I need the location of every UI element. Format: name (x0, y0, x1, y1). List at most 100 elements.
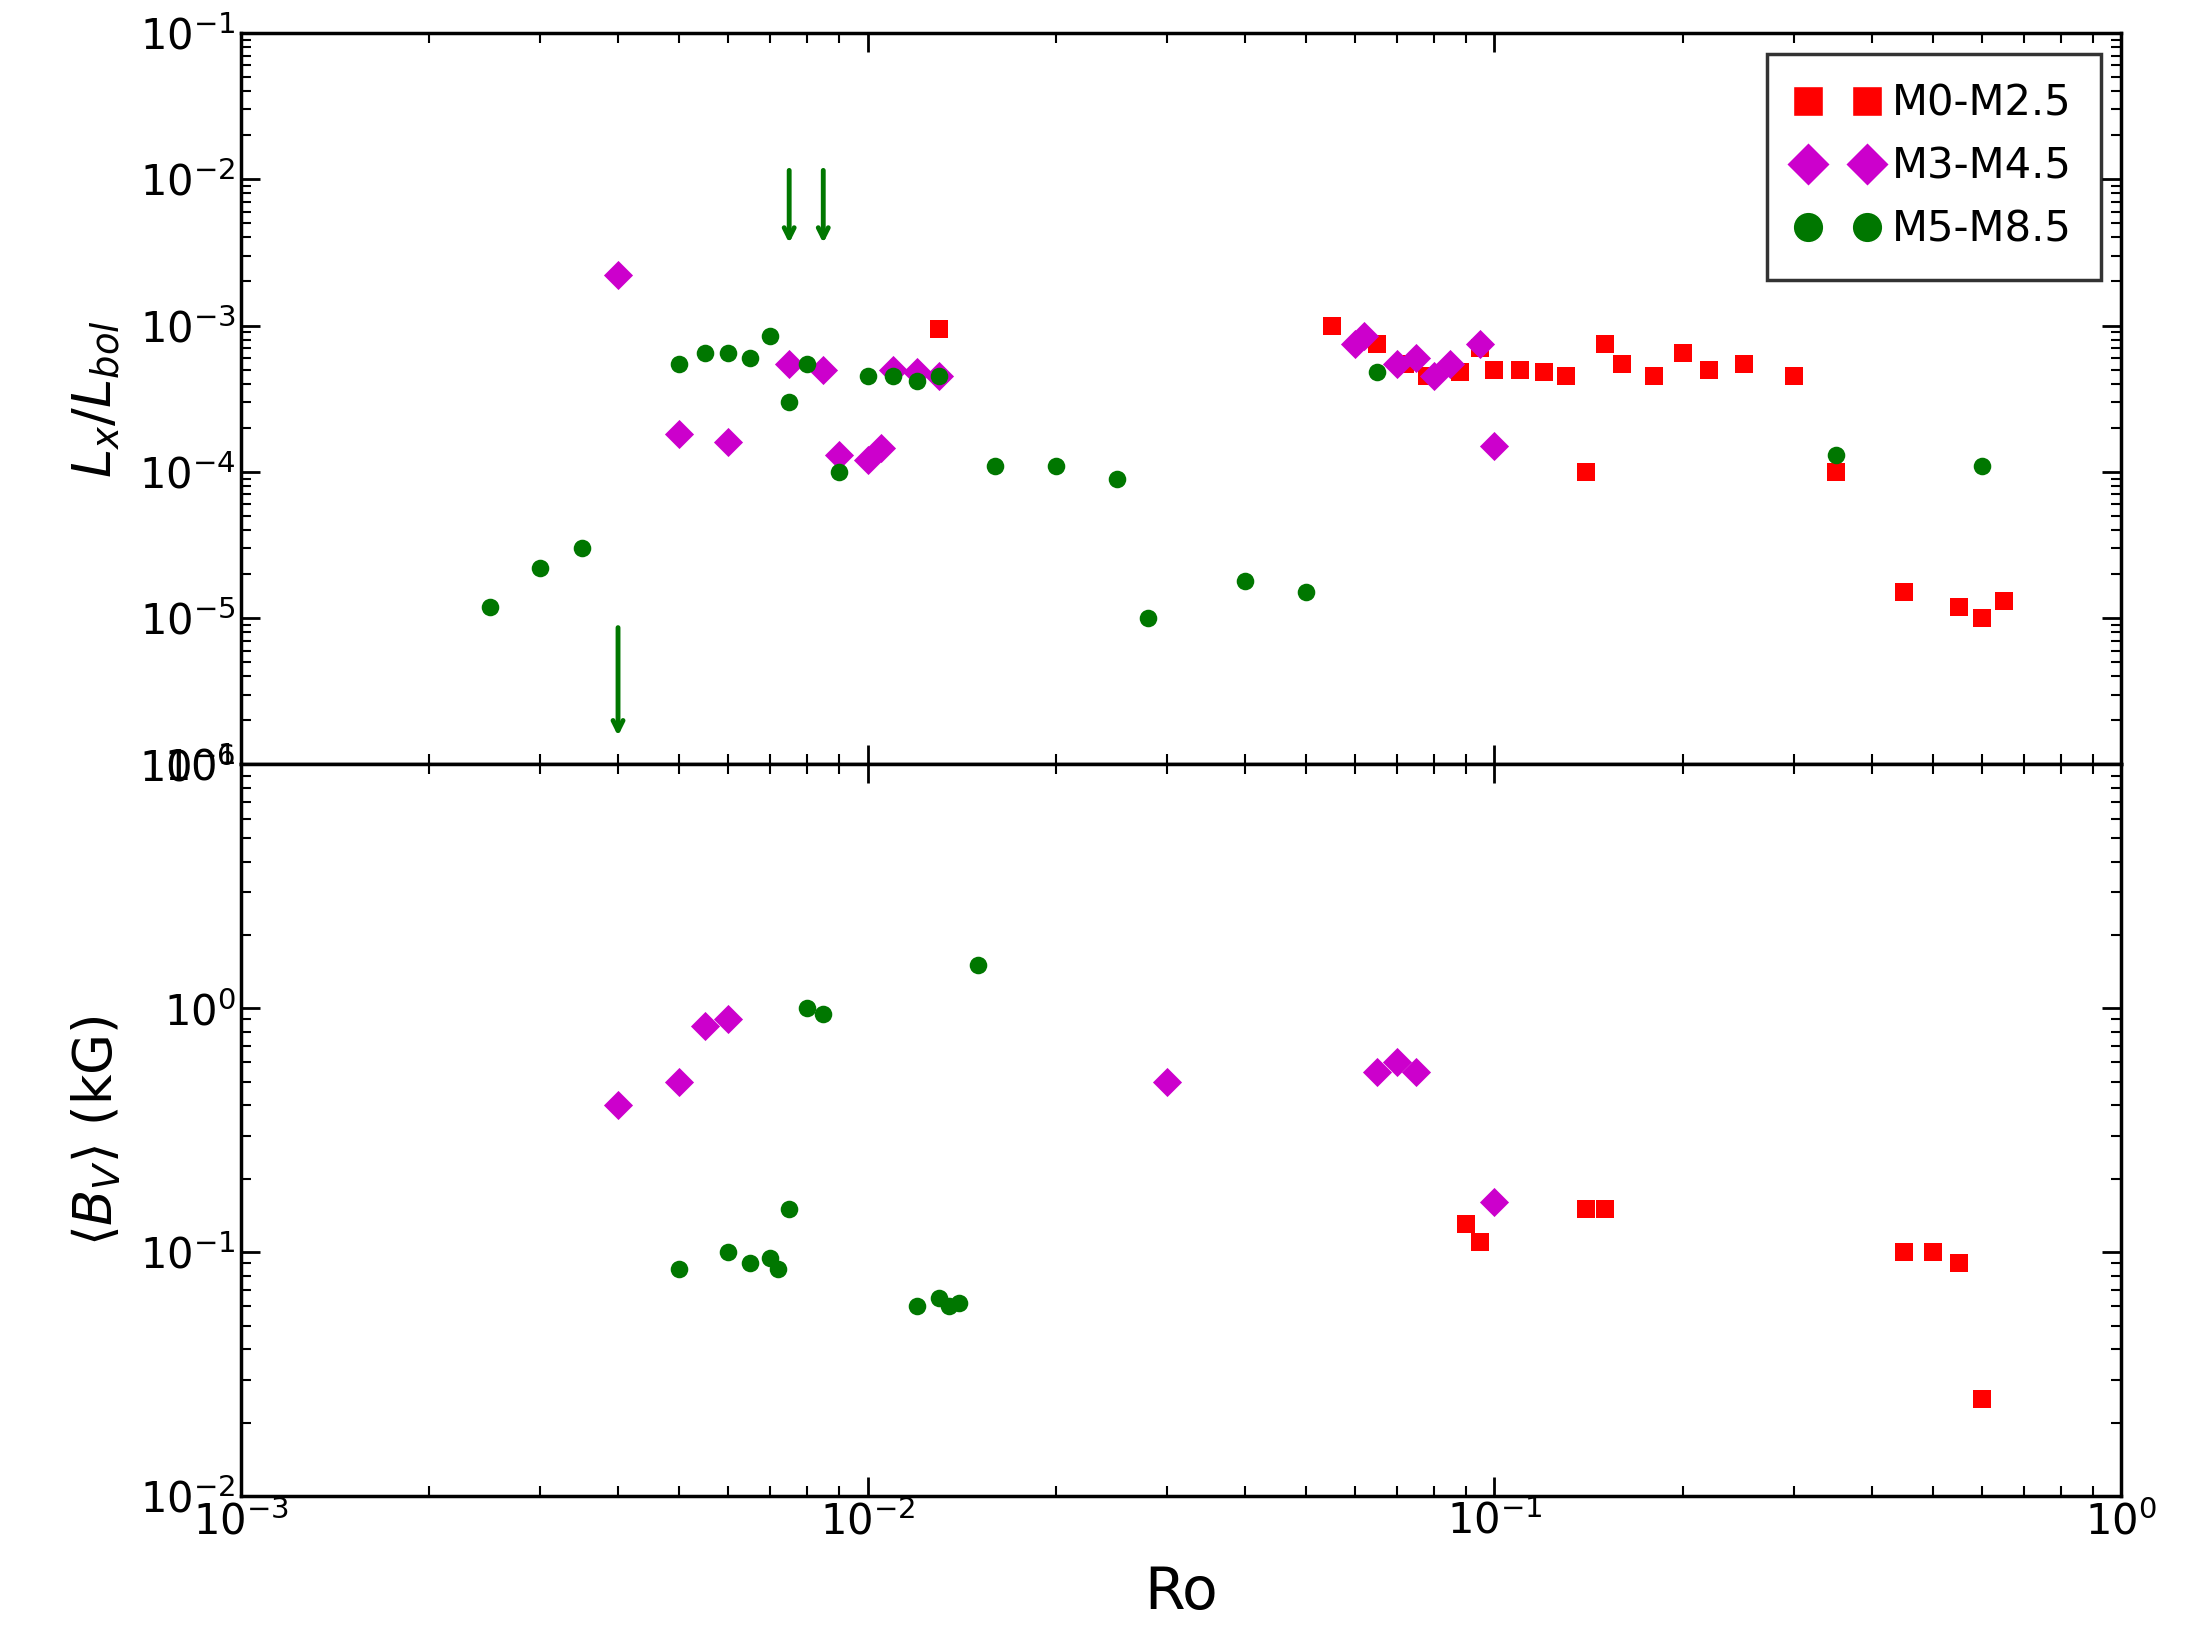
Point (805, 357, 840, 383)
Point (1360, 330, 1395, 357)
Point (1314, 312, 1349, 339)
Point (1691, 357, 1726, 383)
Point (1502, 357, 1537, 383)
Point (1417, 363, 1452, 390)
Point (943, 1289, 978, 1315)
Point (1568, 459, 1603, 485)
Point (822, 442, 857, 469)
Point (1887, 1240, 1922, 1266)
Point (1227, 567, 1262, 593)
Point (1347, 322, 1382, 349)
Point (1360, 358, 1395, 385)
Point (752, 322, 787, 349)
Point (711, 429, 746, 455)
Point (1964, 605, 1999, 631)
Point (601, 1092, 636, 1118)
Point (1817, 442, 1852, 469)
Point (1380, 1049, 1415, 1075)
Point (1817, 459, 1852, 485)
Point (772, 350, 807, 376)
Point (899, 368, 934, 395)
Point (851, 447, 886, 473)
Point (899, 1294, 934, 1320)
Point (523, 556, 558, 582)
Point (660, 1069, 695, 1095)
Point (790, 350, 824, 376)
Point (1776, 363, 1811, 390)
Point (733, 345, 768, 372)
Point (1942, 593, 1977, 620)
Point (1463, 335, 1498, 362)
Point (978, 452, 1013, 478)
Point (711, 340, 746, 367)
Point (921, 363, 956, 390)
Point (1916, 1240, 1951, 1266)
Point (472, 593, 507, 620)
Point (1964, 452, 1999, 478)
Point (1605, 350, 1640, 376)
Point (1039, 452, 1074, 478)
Point (660, 350, 695, 376)
Point (1463, 1230, 1498, 1256)
Point (711, 1240, 746, 1266)
Point (960, 952, 995, 978)
Point (1448, 1212, 1483, 1238)
Point (1986, 589, 2021, 615)
Point (1463, 330, 1498, 357)
Point (1588, 1197, 1623, 1223)
Point (1400, 1059, 1435, 1085)
Point (1726, 350, 1761, 376)
Point (1148, 1069, 1183, 1095)
Point (1476, 357, 1511, 383)
Point (851, 363, 886, 390)
Point (1380, 350, 1415, 376)
Point (772, 1197, 807, 1223)
Point (1441, 358, 1476, 385)
Legend: M0-M2.5, M3-M4.5, M5-M8.5: M0-M2.5, M3-M4.5, M5-M8.5 (1767, 54, 2100, 279)
Point (822, 459, 857, 485)
Point (805, 1001, 840, 1028)
Point (1360, 1059, 1395, 1085)
Point (877, 363, 912, 390)
Point (1288, 579, 1323, 605)
Point (564, 536, 599, 562)
Point (1588, 330, 1623, 357)
Point (1568, 1197, 1603, 1223)
Point (1666, 340, 1701, 367)
Point (660, 421, 695, 447)
X-axis label: Ro: Ro (1144, 1563, 1218, 1621)
Point (733, 1249, 768, 1276)
Point (1432, 350, 1467, 376)
Point (1527, 358, 1562, 385)
Point (711, 1006, 746, 1032)
Point (752, 1245, 787, 1271)
Y-axis label: $\langle B_V \rangle$ (kG): $\langle B_V \rangle$ (kG) (70, 1014, 122, 1246)
Point (1638, 363, 1673, 390)
Point (877, 357, 912, 383)
Point (1548, 363, 1583, 390)
Point (899, 358, 934, 385)
Point (1387, 350, 1422, 376)
Point (761, 1256, 796, 1282)
Point (687, 340, 722, 367)
Point (601, 263, 636, 289)
Point (1887, 579, 1922, 605)
Point (1476, 1189, 1511, 1215)
Point (1100, 465, 1135, 492)
Point (932, 1294, 967, 1320)
Y-axis label: $L_x / L_{bol}$: $L_x / L_{bol}$ (70, 319, 122, 478)
Point (921, 316, 956, 342)
Point (1131, 605, 1166, 631)
Point (790, 995, 824, 1021)
Point (772, 390, 807, 416)
Point (921, 1284, 956, 1310)
Point (1942, 1249, 1977, 1276)
Point (660, 1256, 695, 1282)
Point (1338, 330, 1373, 357)
Point (921, 363, 956, 390)
Point (1400, 345, 1435, 372)
Point (687, 1013, 722, 1039)
Point (1964, 1386, 1999, 1412)
Point (864, 436, 899, 462)
Point (1408, 363, 1443, 390)
